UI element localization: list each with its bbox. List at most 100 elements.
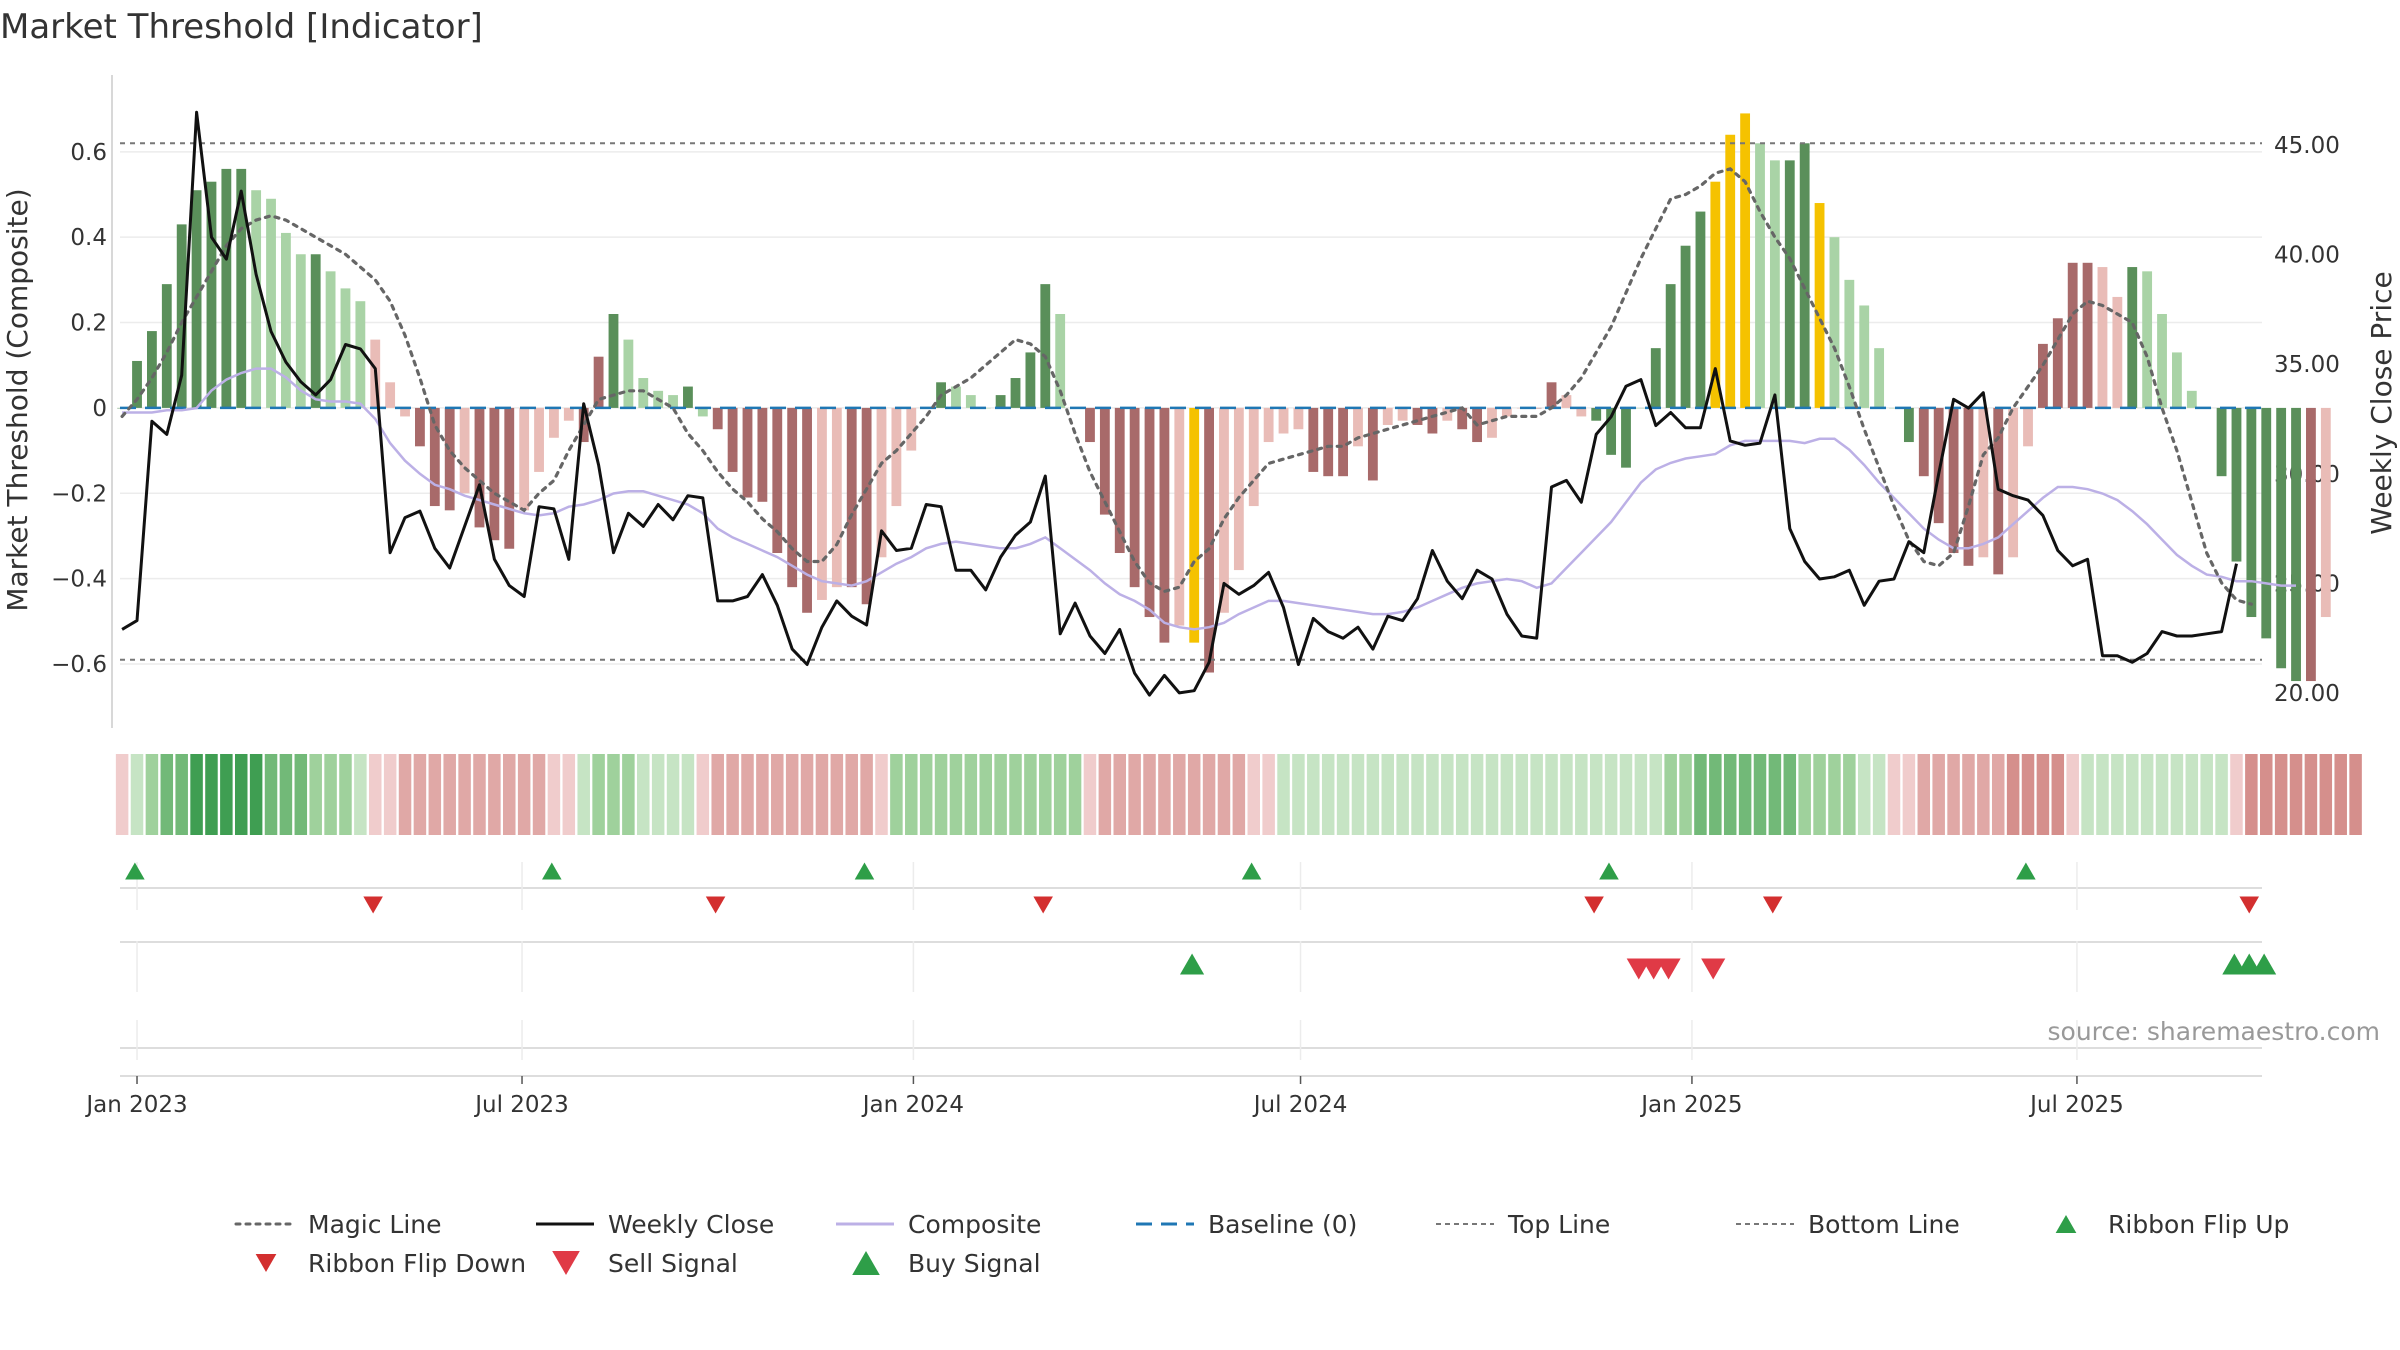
- ribbon-segment: [115, 754, 129, 835]
- ribbon-segment: [1039, 754, 1052, 835]
- ribbon-segment: [2036, 754, 2050, 835]
- composite-bar: [1085, 407, 1095, 443]
- ribbon-segment: [1530, 754, 1543, 835]
- ribbon-segment: [2260, 754, 2273, 835]
- ribbon-segment: [2051, 754, 2065, 835]
- composite-bar: [668, 395, 678, 408]
- ribbon-segment: [919, 754, 933, 835]
- ribbon-flip-down-marker: [1033, 896, 1053, 914]
- composite-bar: [2246, 407, 2257, 618]
- ribbon-segment: [1068, 754, 1082, 835]
- ribbon-segment: [2111, 754, 2124, 835]
- composite-bar: [876, 407, 887, 558]
- ribbon-flip-down-marker: [1762, 896, 1783, 914]
- ribbon-segment: [2215, 754, 2228, 835]
- ribbon-segment: [1783, 754, 1797, 835]
- composite-bar: [2261, 407, 2272, 639]
- ribbon-segment: [234, 754, 248, 835]
- ribbon-segment: [249, 754, 263, 835]
- ribbon-segment: [458, 754, 471, 835]
- ribbon-segment: [279, 754, 293, 835]
- composite-bar: [1561, 395, 1572, 408]
- ribbon-segment: [2185, 754, 2199, 835]
- legend-label: Ribbon Flip Up: [2108, 1210, 2289, 1239]
- legend-label: Weekly Close: [608, 1210, 774, 1239]
- composite-bar: [2097, 267, 2108, 408]
- composite-bar: [1531, 407, 1542, 409]
- x-tick-label: Jan 2025: [1639, 1092, 1742, 1118]
- ribbon-segment: [2170, 754, 2184, 835]
- composite-bar: [429, 407, 440, 507]
- ribbon-segment: [2289, 754, 2303, 835]
- composite-bar: [1040, 284, 1051, 408]
- x-tick-label: Jan 2023: [84, 1092, 187, 1118]
- ribbon-segment: [1857, 754, 1871, 835]
- buy-signal-marker: [1179, 953, 1205, 975]
- ribbon-segment: [1947, 754, 1960, 835]
- composite-bar: [1829, 237, 1840, 408]
- composite-bar: [221, 168, 232, 408]
- x-tick-label: Jul 2023: [473, 1092, 569, 1118]
- ribbon-segment: [2304, 754, 2318, 835]
- composite-bar: [1025, 352, 1036, 408]
- ribbon-segment: [1396, 754, 1409, 835]
- y-axis-title: Market Threshold (Composite): [1, 188, 34, 611]
- composite-bar: [891, 407, 902, 507]
- ribbon-segment: [1664, 754, 1677, 835]
- composite-bar: [638, 378, 649, 408]
- ribbon-segment: [726, 754, 739, 835]
- ribbon-segment: [2125, 754, 2139, 835]
- composite-bar: [727, 407, 738, 472]
- ribbon-segment: [1723, 754, 1737, 835]
- ribbon-segment: [2066, 754, 2079, 835]
- ribbon-segment: [1024, 754, 1037, 835]
- legend-label: Ribbon Flip Down: [308, 1249, 526, 1278]
- composite-bar: [1993, 407, 2004, 575]
- ribbon-segment: [1887, 754, 1901, 835]
- composite-bar: [1755, 143, 1765, 408]
- composite-bar: [1784, 160, 1795, 408]
- ribbon-segment: [1649, 754, 1663, 835]
- composite-bar: [965, 395, 976, 408]
- composite-bar: [549, 407, 559, 438]
- composite-bar: [385, 382, 396, 408]
- composite-bar: [1010, 378, 1021, 408]
- composite-bar: [146, 331, 157, 408]
- ribbon-segment: [339, 754, 352, 835]
- composite-bar: [1308, 407, 1319, 472]
- legend-marker: [2055, 1215, 2077, 1233]
- ribbon-segment: [1902, 754, 1916, 835]
- sell-signal-marker: [1701, 958, 1726, 980]
- composite-bar: [1129, 407, 1140, 588]
- composite-bar: [236, 168, 247, 408]
- composite-bar: [1695, 211, 1706, 408]
- composite-bar: [1710, 181, 1721, 408]
- ribbon-segment: [592, 754, 605, 835]
- ribbon-segment: [800, 754, 814, 835]
- ribbon-segment: [890, 754, 903, 835]
- composite-bar: [2067, 262, 2078, 408]
- composite-bar: [578, 407, 589, 443]
- composite-bar: [995, 395, 1006, 408]
- composite-bar: [1159, 407, 1170, 643]
- composite-bar: [831, 407, 842, 588]
- ribbon-segment: [815, 754, 829, 835]
- plot-area: −0.6−0.4−0.200.20.40.620.0025.0030.0035.…: [51, 75, 2362, 1275]
- ribbon-segment: [905, 754, 918, 835]
- composite-bar: [1219, 407, 1229, 613]
- ribbon-segment: [175, 754, 188, 835]
- composite-bar: [2172, 352, 2182, 408]
- ribbon-segment: [2334, 754, 2347, 835]
- legend-label: Top Line: [1507, 1210, 1610, 1239]
- composite-line: [122, 367, 2296, 631]
- ribbon-segment: [309, 754, 322, 835]
- ribbon-flip-down-marker: [2239, 896, 2260, 914]
- legend-label: Magic Line: [308, 1210, 442, 1239]
- composite-bar: [1889, 407, 1899, 409]
- composite-bar: [623, 339, 634, 408]
- ribbon-segment: [1307, 754, 1320, 835]
- ribbon-segment: [160, 754, 174, 835]
- composite-bar: [1338, 407, 1349, 477]
- ribbon-segment: [1173, 754, 1186, 835]
- composite-bar: [1918, 407, 1929, 477]
